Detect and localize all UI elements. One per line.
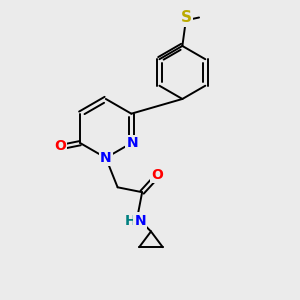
Text: N: N <box>100 151 112 165</box>
Text: H: H <box>124 214 136 228</box>
Text: S: S <box>181 10 192 25</box>
Text: N: N <box>134 214 146 228</box>
Text: O: O <box>54 139 66 153</box>
Text: O: O <box>151 167 163 182</box>
Text: N: N <box>127 136 138 150</box>
